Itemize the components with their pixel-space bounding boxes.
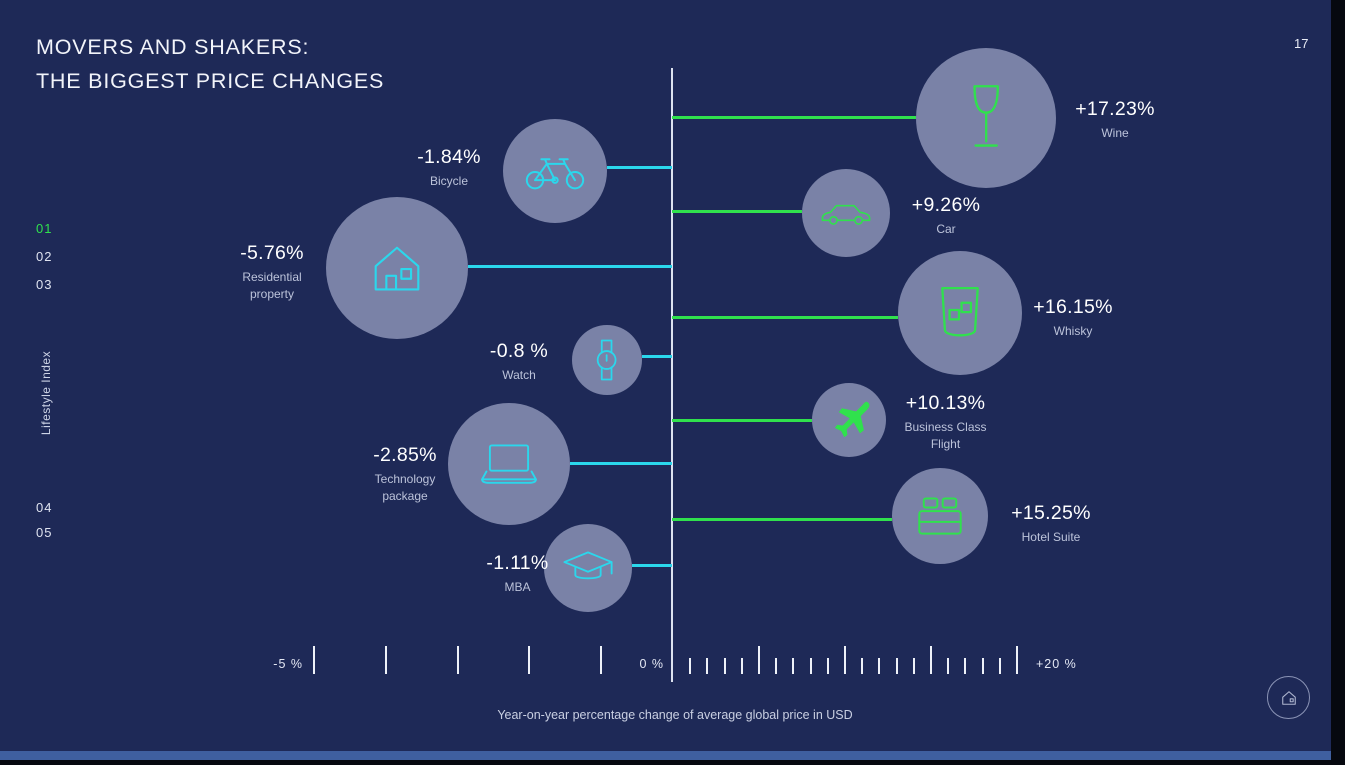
- axis-label-zero: 0 %: [639, 657, 664, 671]
- residential-value: -5.76%: [240, 242, 304, 264]
- sidebar-item-03[interactable]: 03: [36, 277, 53, 292]
- whisky-connector-line: [672, 316, 898, 319]
- bottom-accent-bar: [0, 751, 1345, 760]
- hotel-name: Hotel Suite: [1021, 530, 1081, 544]
- watch-connector-line: [642, 355, 672, 358]
- residential-name: Residential property: [242, 270, 302, 301]
- sidebar-item-04[interactable]: 04: [36, 500, 53, 515]
- flight-name: Business Class Flight: [904, 420, 987, 451]
- hotel-bubble: [892, 468, 988, 564]
- sidebar-item-01[interactable]: 01: [36, 221, 53, 236]
- whisky-bubble: [898, 251, 1022, 375]
- bicycle-bubble: [503, 119, 607, 223]
- page-title: MOVERS AND SHAKERS: THE BIGGEST PRICE CH…: [36, 30, 384, 98]
- bicycle-connector-line: [607, 166, 672, 169]
- wine-glass-icon: [973, 85, 999, 147]
- home-icon: [1281, 690, 1296, 705]
- graduation-cap-icon: [563, 551, 613, 579]
- title-line-1: MOVERS AND SHAKERS:: [36, 35, 310, 59]
- watch-bubble: [572, 325, 642, 395]
- hotel-value: +15.25%: [1011, 502, 1091, 524]
- page-number: 17: [1294, 36, 1309, 51]
- mba-value: -1.11%: [486, 552, 549, 574]
- whisky-glass-icon: [941, 286, 979, 337]
- watch-value: -0.8 %: [489, 340, 549, 362]
- whisky-value: +16.15%: [1033, 296, 1113, 318]
- bicycle-label-group: -1.84% Bicycle: [390, 146, 508, 190]
- mba-bubble: [544, 524, 632, 612]
- technology-label-group: -2.85% Technology package: [345, 444, 465, 505]
- title-line-2: THE BIGGEST PRICE CHANGES: [36, 69, 385, 93]
- home-button[interactable]: [1267, 676, 1310, 719]
- bicycle-name: Bicycle: [429, 174, 468, 188]
- mba-connector-line: [632, 564, 672, 567]
- watch-label-group: -0.8 % Watch: [459, 340, 579, 384]
- residential-connector-line: [468, 265, 672, 268]
- technology-name: Technology package: [374, 472, 436, 503]
- bottom-edge-bar: [0, 760, 1345, 765]
- watch-name: Watch: [502, 368, 536, 382]
- wine-bubble: [916, 48, 1056, 188]
- car-label-group: +9.26% Car: [903, 194, 989, 238]
- laptop-icon: [481, 444, 537, 485]
- whisky-label-group: +16.15% Whisky: [1028, 296, 1118, 340]
- technology-bubble: [448, 403, 570, 525]
- house-icon: [374, 246, 420, 291]
- axis-ticks: [0, 644, 1345, 674]
- technology-value: -2.85%: [373, 444, 437, 466]
- bed-icon: [918, 497, 962, 535]
- wine-label-group: +17.23% Wine: [1072, 98, 1158, 142]
- car-icon: [821, 204, 871, 225]
- sidebar-item-05[interactable]: 05: [36, 525, 53, 540]
- flight-label-group: +10.13% Business Class Flight: [898, 392, 993, 453]
- hotel-connector-line: [672, 518, 892, 521]
- wine-connector-line: [672, 116, 916, 119]
- flight-bubble: [812, 383, 886, 457]
- car-name: Car: [936, 222, 956, 236]
- car-bubble: [802, 169, 890, 257]
- wine-name: Wine: [1101, 126, 1129, 140]
- axis-caption: Year-on-year percentage change of averag…: [497, 708, 853, 722]
- car-connector-line: [672, 210, 802, 213]
- wine-value: +17.23%: [1075, 98, 1155, 120]
- lifestyle-index-label: Lifestyle Index: [39, 350, 53, 436]
- car-value: +9.26%: [911, 194, 981, 216]
- flight-connector-line: [672, 419, 812, 422]
- residential-bubble: [326, 197, 468, 339]
- residential-label-group: -5.76% Residential property: [207, 242, 337, 303]
- bicycle-icon: [525, 158, 585, 190]
- sidebar-item-02[interactable]: 02: [36, 249, 53, 264]
- mba-name: MBA: [504, 580, 531, 594]
- right-edge-bar: [1331, 0, 1345, 765]
- bicycle-value: -1.84%: [417, 146, 481, 168]
- axis-label-min: -5 %: [273, 657, 303, 671]
- airplane-icon: [834, 401, 870, 438]
- whisky-name: Whisky: [1053, 324, 1093, 338]
- watch-icon: [597, 339, 617, 381]
- hotel-label-group: +15.25% Hotel Suite: [1005, 502, 1097, 546]
- axis-label-max: +20 %: [1036, 657, 1077, 671]
- flight-value: +10.13%: [905, 392, 986, 414]
- zero-axis-line: [671, 68, 673, 682]
- mba-label-group: -1.11% MBA: [460, 552, 575, 596]
- technology-connector-line: [570, 462, 672, 465]
